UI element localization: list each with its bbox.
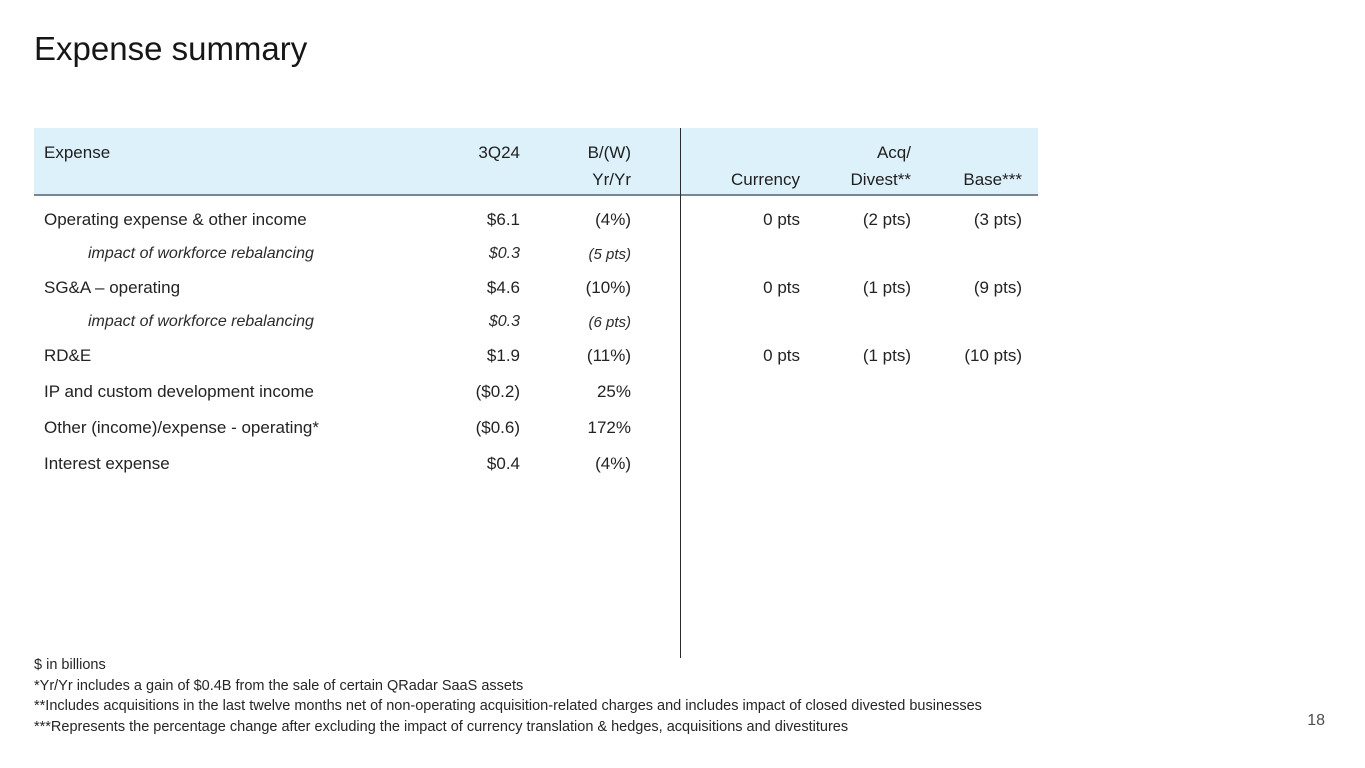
currency-value: 0 pts <box>763 346 800 365</box>
expense-label: Other (income)/expense - operating* <box>44 418 319 437</box>
header-expense-label: Expense <box>44 143 111 162</box>
acq-divest-value: (2 pts) <box>862 210 911 229</box>
page-title: Expense summary <box>34 30 308 67</box>
base-value: (9 pts) <box>973 278 1022 297</box>
quarter-value: $0.3 <box>488 313 520 330</box>
expense-label: RD&E <box>44 346 92 365</box>
quarter-value: ($0.6) <box>475 418 520 437</box>
expense-label: IP and custom development income <box>44 382 314 401</box>
currency-value: 0 pts <box>763 278 800 297</box>
bw-yryr-value: (6 pts) <box>588 313 631 331</box>
bw-yryr-value: 172% <box>587 418 631 437</box>
bw-yryr-value: (4%) <box>595 210 631 229</box>
footnote-dollars: $ in billions <box>34 657 106 673</box>
header-currency-label: Currency <box>731 170 800 189</box>
header-divest-label: Divest** <box>850 170 911 189</box>
bw-yryr-value: (5 pts) <box>588 245 631 263</box>
header-base-label: Base*** <box>963 170 1022 189</box>
footnote-yryr: *Yr/Yr includes a gain of $0.4B from the… <box>34 677 524 694</box>
header-yryr-label: Yr/Yr <box>592 170 631 189</box>
bw-yryr-value: (4%) <box>595 454 631 473</box>
bw-yryr-value: (11%) <box>586 346 631 365</box>
table-header-row: Expense 3Q24 B/(W) Yr/Yr Currency Acq/ D… <box>34 128 1038 196</box>
table-row: IP and custom development income ($0.2) … <box>34 374 1038 410</box>
table-row: SG&A – operating $4.6 (10%) 0 pts (1 pts… <box>34 270 1038 306</box>
table-row: RD&E $1.9 (11%) 0 pts (1 pts) (10 pts) <box>34 338 1038 374</box>
quarter-value: $1.9 <box>486 346 520 365</box>
table-row: Other (income)/expense - operating* ($0.… <box>34 410 1038 446</box>
bw-yryr-value: 25% <box>596 382 631 401</box>
header-base: Base*** <box>911 139 1022 194</box>
header-3q24-label: 3Q24 <box>478 143 520 162</box>
acq-divest-value: (1 pts) <box>862 278 911 297</box>
footnotes: $ in billions *Yr/Yr includes a gain of … <box>34 655 1214 737</box>
base-value: (10 pts) <box>964 346 1022 365</box>
expense-label: SG&A – operating <box>44 278 181 297</box>
table-column-divider <box>680 128 681 658</box>
table-row: impact of workforce rebalancing $0.3 (6 … <box>34 306 1038 338</box>
header-3q24: 3Q24 <box>434 139 520 194</box>
quarter-value: ($0.2) <box>475 382 520 401</box>
expense-label: impact of workforce rebalancing <box>88 313 314 330</box>
header-acq-label: Acq/ <box>876 143 911 162</box>
table-row: impact of workforce rebalancing $0.3 (5 … <box>34 238 1038 270</box>
header-bw-label: B/(W) <box>587 143 631 162</box>
header-currency: Currency <box>631 139 800 194</box>
expense-table: Expense 3Q24 B/(W) Yr/Yr Currency Acq/ D… <box>34 128 1038 482</box>
expense-label: impact of workforce rebalancing <box>88 245 314 262</box>
base-value: (3 pts) <box>973 210 1022 229</box>
quarter-value: $6.1 <box>486 210 520 229</box>
currency-value: 0 pts <box>763 210 800 229</box>
header-bw-yryr: B/(W) Yr/Yr <box>520 139 631 194</box>
acq-divest-value: (1 pts) <box>862 346 911 365</box>
table-body: Operating expense & other income $6.1 (4… <box>34 196 1038 482</box>
bw-yryr-value: (10%) <box>585 278 631 297</box>
header-acq-divest: Acq/ Divest** <box>800 139 911 194</box>
quarter-value: $0.4 <box>486 454 520 473</box>
table-row: Operating expense & other income $6.1 (4… <box>34 202 1038 238</box>
page-number: 18 <box>1307 712 1325 729</box>
header-expense: Expense <box>34 139 434 194</box>
footnote-acq-divest: **Includes acquisitions in the last twel… <box>34 698 982 715</box>
expense-label: Operating expense & other income <box>44 210 307 229</box>
table-row: Interest expense $0.4 (4%) <box>34 446 1038 482</box>
quarter-value: $4.6 <box>486 278 520 297</box>
quarter-value: $0.3 <box>488 245 520 262</box>
expense-label: Interest expense <box>44 454 170 473</box>
footnote-base: ***Represents the percentage change afte… <box>34 718 849 735</box>
